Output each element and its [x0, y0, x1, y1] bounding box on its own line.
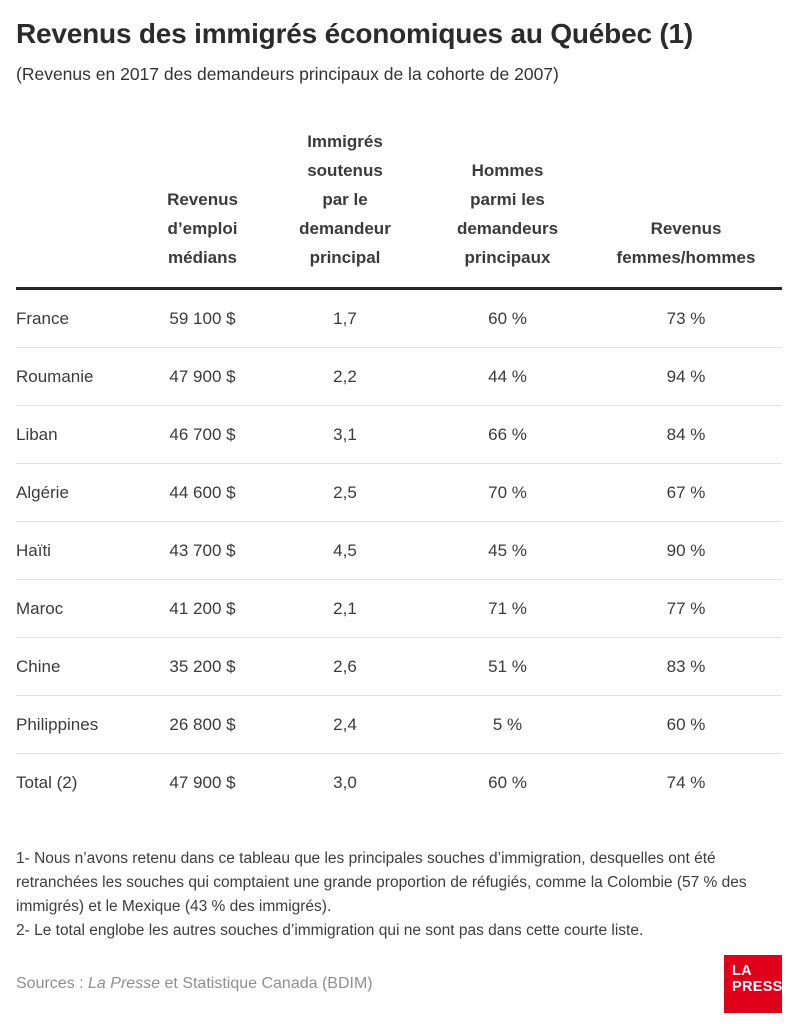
table-row-france: France 59 100 $ 1,7 60 % 73 % — [16, 289, 782, 348]
la-presse-logo: LA PRESSE — [724, 955, 793, 1014]
revenus-cell: 46 700 $ — [140, 405, 265, 464]
ratio-cell: 83 % — [590, 637, 782, 696]
revenus-cell: 44 600 $ — [140, 463, 265, 522]
immigres-cell: 2,5 — [265, 463, 425, 522]
sources-prefix: Sources : — [16, 975, 89, 993]
logo-line-1: LA — [732, 963, 752, 980]
immigres-cell: 2,6 — [265, 637, 425, 696]
table-row-chine: Chine 35 200 $ 2,6 51 % 83 % — [16, 637, 782, 696]
country-cell: Algérie — [16, 463, 140, 522]
revenus-cell: 43 700 $ — [140, 521, 265, 580]
footnotes: 1- Nous n’avons retenu dans ce tableau q… — [16, 847, 768, 943]
country-cell: Philippines — [16, 695, 140, 754]
footer: Sources : La Presse et Statistique Canad… — [16, 955, 793, 1014]
table-body: France 59 100 $ 1,7 60 % 73 % Roumanie 4… — [16, 289, 782, 812]
col-header-revenus-femmes-hommes: Revenus femmes/hommes — [590, 127, 782, 291]
revenus-cell: 41 200 $ — [140, 579, 265, 638]
hommes-cell: 60 % — [488, 308, 527, 328]
immigres-cell: 2,4 — [265, 695, 425, 754]
revenus-cell: 47 900 $ — [140, 753, 265, 812]
footnote-2: 2- Le total englobe les autres souches d… — [16, 922, 644, 940]
hommes-cell: 60 % — [425, 753, 590, 812]
ratio-cell: 77 % — [590, 579, 782, 638]
table-row-roumanie: Roumanie 47 900 $ 2,2 44 % 94 % — [16, 347, 782, 406]
ratio-cell: 94 % — [590, 347, 782, 406]
sources-line: Sources : La Presse et Statistique Canad… — [16, 975, 373, 993]
hommes-cell: 45 % — [425, 521, 590, 580]
hommes-cell: 71 % — [425, 579, 590, 638]
table-row-maroc: Maroc 41 200 $ 2,1 71 % 77 % — [16, 579, 782, 638]
income-table: Revenus d’emploi médians Immigrés souten… — [16, 127, 782, 812]
hommes-cell: 5 % — [425, 695, 590, 754]
revenus-cell: 26 800 $ — [140, 695, 265, 754]
table-header: Revenus d’emploi médians Immigrés souten… — [16, 127, 782, 291]
immigres-cell: 4,5 — [265, 521, 425, 580]
col-header-revenus-medians: Revenus d’emploi médians — [140, 127, 265, 291]
hommes-cell: 70 % — [425, 463, 590, 522]
col-header-hommes-demandeurs: Hommes parmi les demandeurs principaux — [425, 127, 590, 291]
country-cell: Liban — [16, 405, 140, 464]
country-cell: Chine — [16, 637, 140, 696]
revenus-cell: 47 900 $ — [140, 347, 265, 406]
country-cell: Roumanie — [16, 347, 140, 406]
country-cell: Maroc — [16, 579, 140, 638]
page-title: Revenus des immigrés économiques au Québ… — [16, 18, 694, 49]
col-header-immigres-soutenus: Immigrés soutenus par le demandeur princ… — [265, 127, 425, 291]
hommes-cell: 51 % — [425, 637, 590, 696]
table-row-philippines: Philippines 26 800 $ 2,4 5 % 60 % — [16, 695, 782, 754]
ratio-cell: 67 % — [590, 463, 782, 522]
immigres-cell: 1,7 — [333, 308, 357, 328]
ratio-cell: 74 % — [590, 753, 782, 812]
hommes-cell: 66 % — [425, 405, 590, 464]
ratio-cell: 60 % — [590, 695, 782, 754]
country-cell: Total (2) — [16, 753, 140, 812]
hommes-cell: 44 % — [425, 347, 590, 406]
sources-suffix: et Statistique Canada (BDIM) — [160, 975, 373, 993]
revenus-cell: 35 200 $ — [140, 637, 265, 696]
country-cell: France — [16, 308, 69, 328]
col-header-country — [16, 127, 140, 291]
table-row-total: Total (2) 47 900 $ 3,0 60 % 74 % — [16, 753, 782, 812]
immigres-cell: 3,0 — [265, 753, 425, 812]
table-row-haiti: Haïti 43 700 $ 4,5 45 % 90 % — [16, 521, 782, 580]
page-subtitle: (Revenus en 2017 des demandeurs principa… — [16, 64, 559, 85]
table-row-algerie: Algérie 44 600 $ 2,5 70 % 67 % — [16, 463, 782, 522]
footnote-1: 1- Nous n’avons retenu dans ce tableau q… — [16, 850, 747, 916]
logo-line-2: PRESSE — [732, 979, 793, 996]
sources-publication: La Presse — [88, 975, 161, 993]
immigres-cell: 2,1 — [265, 579, 425, 638]
immigres-cell: 3,1 — [265, 405, 425, 464]
ratio-cell: 90 % — [590, 521, 782, 580]
country-cell: Haïti — [16, 521, 140, 580]
ratio-cell: 73 % — [666, 308, 706, 328]
table-row-liban: Liban 46 700 $ 3,1 66 % 84 % — [16, 405, 782, 464]
ratio-cell: 84 % — [590, 405, 782, 464]
immigres-cell: 2,2 — [265, 347, 425, 406]
revenus-cell: 59 100 $ — [169, 308, 236, 328]
